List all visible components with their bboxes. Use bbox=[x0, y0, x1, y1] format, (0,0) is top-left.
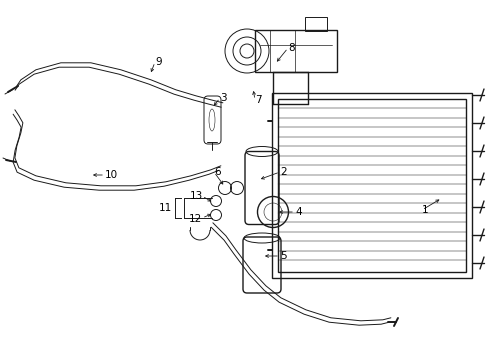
Text: 9: 9 bbox=[155, 57, 162, 67]
Text: 4: 4 bbox=[295, 207, 302, 217]
Text: 7: 7 bbox=[255, 95, 262, 105]
Text: 11: 11 bbox=[159, 203, 172, 213]
Text: 2: 2 bbox=[280, 167, 287, 177]
Text: 12: 12 bbox=[189, 214, 202, 224]
Text: 8: 8 bbox=[288, 43, 294, 53]
Text: 1: 1 bbox=[422, 205, 429, 215]
Text: 3: 3 bbox=[220, 93, 227, 103]
Bar bbox=[272, 93, 472, 278]
Text: 10: 10 bbox=[105, 170, 118, 180]
Text: 5: 5 bbox=[280, 251, 287, 261]
Text: 6: 6 bbox=[214, 167, 220, 177]
Bar bbox=[278, 99, 466, 272]
Text: 13: 13 bbox=[190, 191, 203, 201]
